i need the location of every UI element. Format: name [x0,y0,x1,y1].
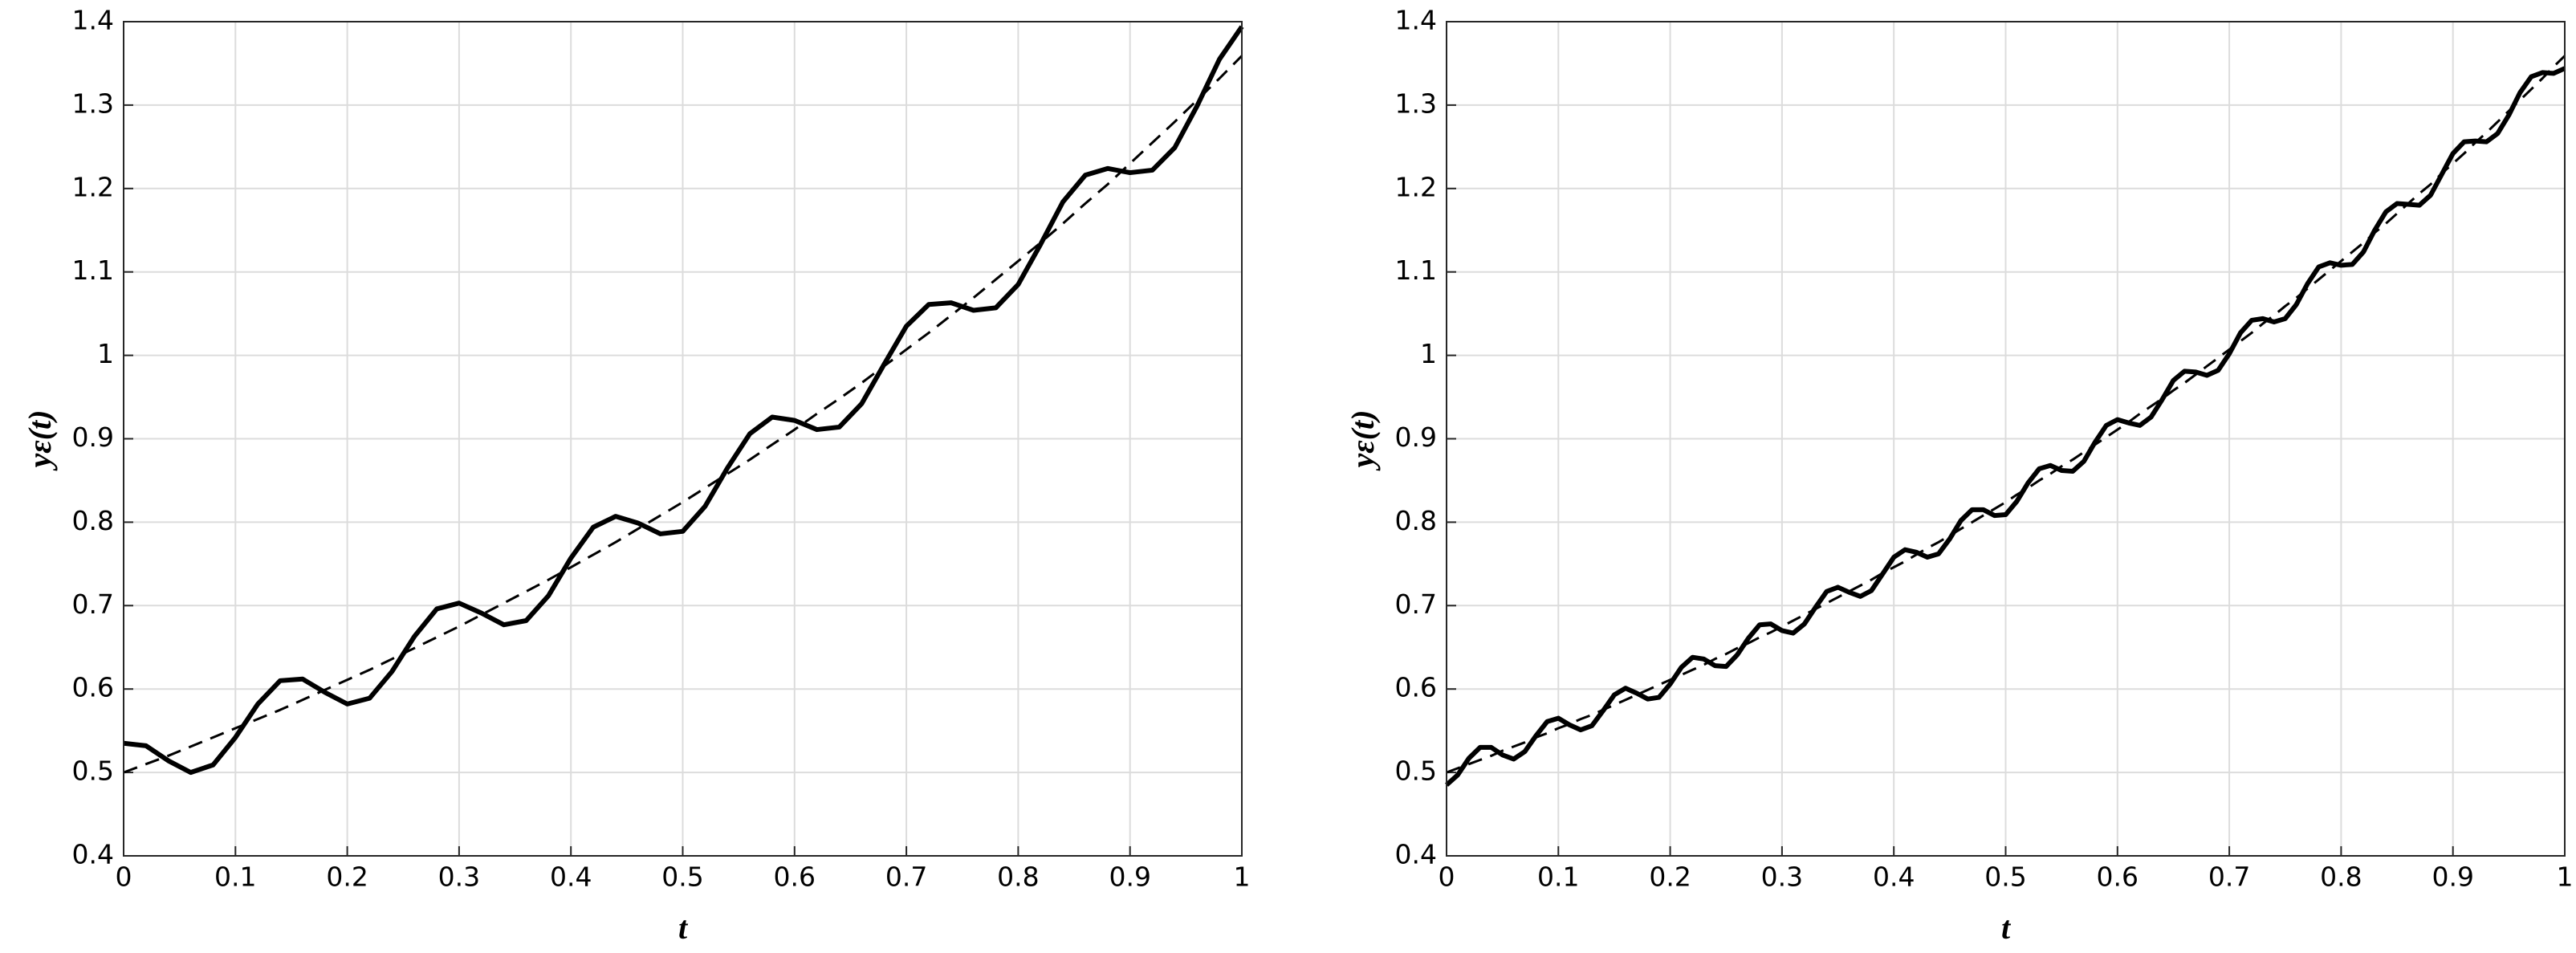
y-tick-label: 0.8 [72,505,114,536]
y-tick-label: 1.4 [1395,5,1437,36]
y-tick-label: 1.1 [1395,255,1437,286]
x-tick-label: 0.1 [214,861,256,893]
x-tick-label: 0 [1439,861,1455,893]
x-tick-label: 0.7 [885,861,927,893]
solid-line [1444,66,2566,787]
x-tick-label: 0.2 [326,861,368,893]
y-tick-label: 0.9 [1395,422,1437,453]
x-tick-label: 0.6 [774,861,816,893]
y-tick-label: 0.6 [72,672,114,703]
x-axis-label: t [678,910,689,946]
x-tick-label: 0.8 [2320,861,2362,893]
y-tick-label: 0.6 [1395,672,1437,703]
axes-frame [123,21,1243,857]
x-tick-label: 0.9 [1109,861,1150,893]
x-tick-label: 0.5 [1984,861,2026,893]
x-tick-label: 1 [1234,861,1251,893]
y-tick-label: 1.4 [72,5,114,36]
y-tick-label: 0.7 [1395,588,1437,620]
x-tick-label: 0.7 [2208,861,2250,893]
dashed-line [1446,55,2566,774]
y-tick-label: 1 [1420,338,1437,369]
y-axis-label: yε(t) [1345,410,1381,471]
x-tick-label: 0.4 [550,861,592,893]
x-tick-label: 1 [2557,861,2574,893]
y-tick-label: 0.5 [1395,755,1437,787]
y-axis-label: yε(t) [22,410,58,471]
y-tick-label: 0.7 [72,588,114,620]
x-tick-label: 0.2 [1649,861,1691,893]
x-tick-label: 0.6 [2097,861,2139,893]
y-tick-label: 1.1 [72,255,114,286]
solid-line [123,25,1244,776]
y-tick-label: 0.4 [72,839,114,870]
x-tick-label: 0.9 [2432,861,2473,893]
y-tick-label: 1.3 [72,88,114,119]
x-tick-label: 0.4 [1873,861,1915,893]
subplot: 0 0.1 0.2 0.3 0.4 0.5 0.6 0.7 0.8 0.9 1 0.4 0.5 0.6 0.… [1345,5,2573,947]
x-tick-label: 0.5 [661,861,703,893]
y-tick-label: 1.2 [72,171,114,202]
x-axis-label: t [2001,910,2012,946]
y-tick-label: 1.2 [1395,171,1437,202]
y-tick-label: 0.9 [72,422,114,453]
axes-frame [1446,21,2566,857]
x-tick-label: 0.3 [438,861,480,893]
x-tick-label: 0 [116,861,132,893]
y-tick-label: 0.4 [1395,839,1437,870]
x-tick-label: 0.3 [1761,861,1803,893]
dashed-line [123,55,1243,774]
x-tick-label: 0.8 [997,861,1039,893]
x-tick-label: 0.1 [1537,861,1579,893]
y-tick-label: 0.8 [1395,505,1437,536]
y-tick-label: 1 [97,338,114,369]
y-tick-label: 0.5 [72,755,114,787]
subplot: 0 0.1 0.2 0.3 0.4 0.5 0.6 0.7 0.8 0.9 1 0.4 0.5 0.6 0.… [22,5,1250,947]
y-tick-label: 1.3 [1395,88,1437,119]
